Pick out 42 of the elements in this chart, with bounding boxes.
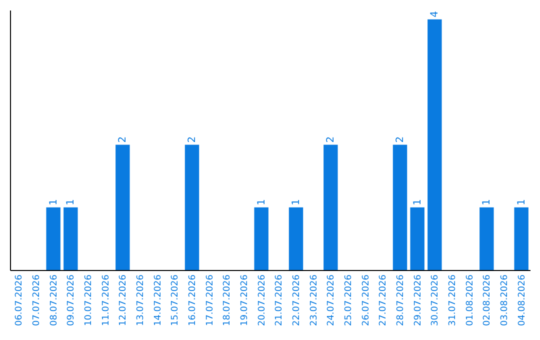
data-label: 1 <box>256 198 268 206</box>
x-tick-label: 06.07.2026 <box>14 274 25 326</box>
x-tick-label: 10.07.2026 <box>84 274 94 326</box>
x-tick-label: 04.08.2026 <box>517 274 528 326</box>
x-tick-label: 19.07.2026 <box>240 274 250 326</box>
x-tick-label: 03.08.2026 <box>500 274 510 326</box>
data-label: 2 <box>326 136 337 143</box>
data-label: 4 <box>430 11 441 18</box>
x-tick-label: 28.07.2026 <box>396 274 406 326</box>
x-tick-label: 24.07.2026 <box>326 274 337 326</box>
x-tick-label: 07.07.2026 <box>32 274 42 326</box>
x-tick-label: 23.07.2026 <box>309 274 320 326</box>
x-tick-label: 22.07.2026 <box>292 274 302 326</box>
data-label: 1 <box>48 198 60 206</box>
data-label: 1 <box>412 198 424 206</box>
x-tick-label: 16.07.2026 <box>188 274 198 326</box>
data-label: 1 <box>291 198 302 206</box>
x-tick-label: 26.07.2026 <box>361 274 372 326</box>
data-label: 2 <box>187 136 198 143</box>
x-tick-label: 20.07.2026 <box>257 274 268 326</box>
x-tick-label: 29.07.2026 <box>413 274 424 326</box>
data-label: 1 <box>482 198 493 206</box>
x-tick-label: 30.07.2026 <box>430 274 441 326</box>
x-tick-label: 09.07.2026 <box>66 274 77 326</box>
data-label: 2 <box>395 136 406 143</box>
x-tick-label: 12.07.2026 <box>118 274 129 326</box>
data-label: 2 <box>118 136 129 143</box>
x-tick-label: 01.08.2026 <box>465 274 476 326</box>
x-tick-label: 18.07.2026 <box>222 274 233 326</box>
data-label: 1 <box>66 198 77 206</box>
x-tick-label: 21.07.2026 <box>274 274 285 326</box>
x-tick-label: 11.07.2026 <box>101 274 112 326</box>
x-tick-label: 14.07.2026 <box>153 274 164 326</box>
x-tick-label: 02.08.2026 <box>482 274 493 326</box>
x-tick-label: 27.07.2026 <box>378 274 389 326</box>
x-tick-label: 17.07.2026 <box>205 274 216 326</box>
x-tick-label: 31.07.2026 <box>448 274 458 326</box>
x-tick-label: 15.07.2026 <box>170 274 181 326</box>
data-label: 1 <box>516 198 528 206</box>
x-tick-label: 08.07.2026 <box>49 274 60 326</box>
x-tick-label: 13.07.2026 <box>136 274 146 326</box>
x-tick-label: 25.07.2026 <box>344 274 354 326</box>
